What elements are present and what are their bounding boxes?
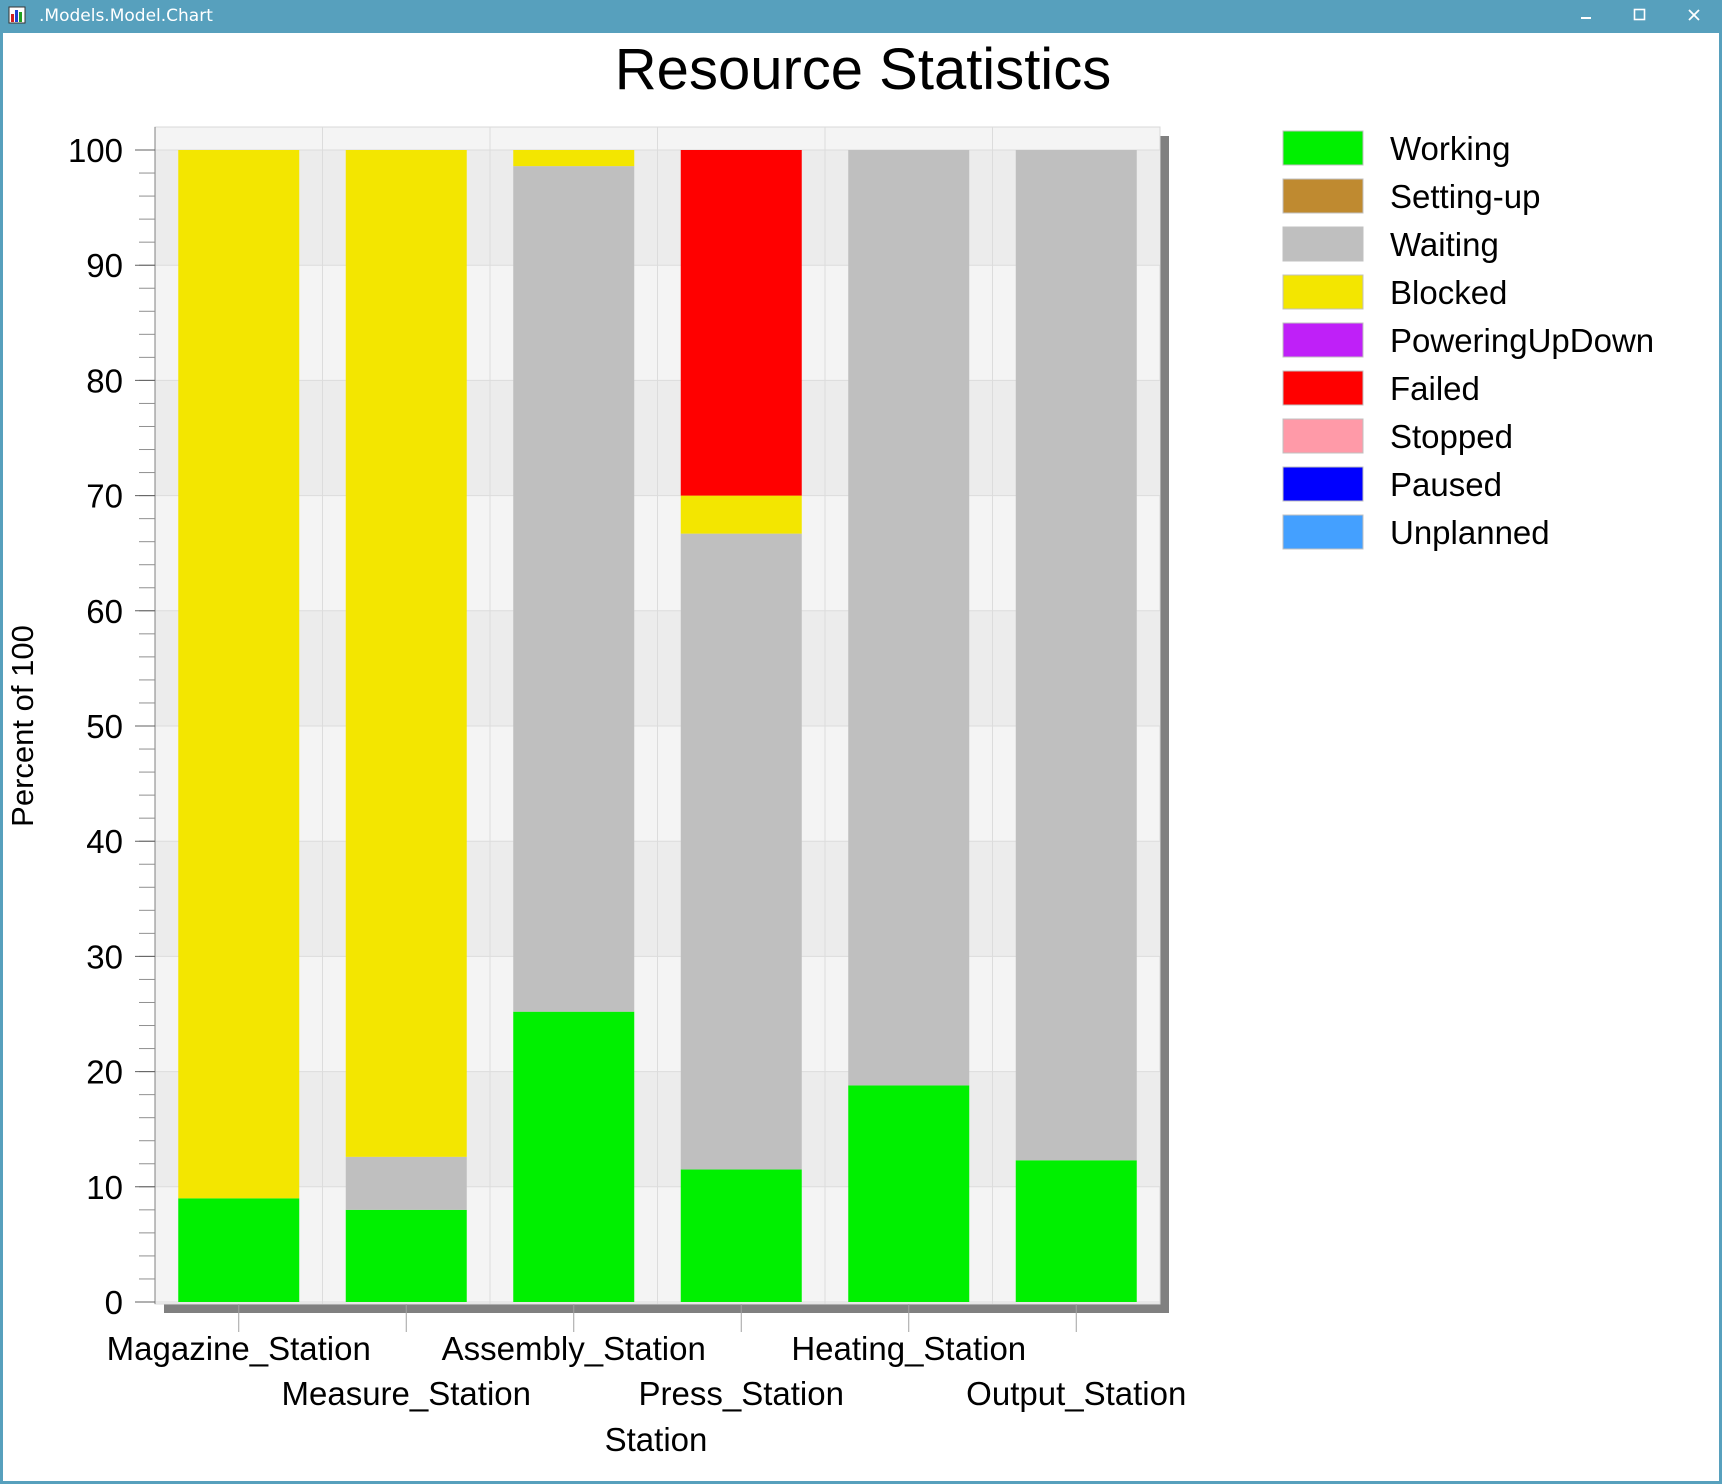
- legend-swatch-poweringupdown: [1282, 322, 1364, 358]
- legend-swatch-paused: [1282, 466, 1364, 502]
- chart-title: Resource Statistics: [615, 37, 1111, 102]
- x-tick-label: Measure_Station: [282, 1375, 531, 1412]
- legend-swatch-failed: [1282, 370, 1364, 406]
- bar-segment-waiting-output_station: [1015, 150, 1137, 1161]
- bar-segment-working-measure_station: [345, 1209, 467, 1302]
- legend-label-setting-up: Setting-up: [1390, 178, 1540, 215]
- bar-segment-waiting-assembly_station: [513, 166, 635, 1012]
- bar-segment-blocked-magazine_station: [178, 150, 300, 1199]
- bar-segment-failed-press_station: [680, 150, 802, 496]
- bar-segment-waiting-measure_station: [345, 1156, 467, 1210]
- legend-label-waiting: Waiting: [1390, 226, 1499, 263]
- legend-swatch-unplanned: [1282, 514, 1364, 550]
- x-tick-label: Assembly_Station: [442, 1330, 706, 1367]
- bar-segment-blocked-measure_station: [345, 150, 467, 1157]
- x-tick-label: Press_Station: [639, 1375, 844, 1412]
- y-tick-label: 90: [86, 247, 123, 284]
- y-axis-label: Percent of 100: [5, 625, 40, 827]
- y-tick-label: 60: [86, 593, 123, 630]
- bar-segment-working-press_station: [680, 1169, 802, 1302]
- y-tick-label: 80: [86, 362, 123, 399]
- minimize-icon: [1581, 17, 1591, 19]
- title-bar[interactable]: .Models.Model.Chart: [3, 0, 1722, 33]
- chart-app-icon: [8, 6, 26, 24]
- legend-label-unplanned: Unplanned: [1390, 514, 1550, 551]
- legend-swatch-stopped: [1282, 418, 1364, 454]
- maximize-button[interactable]: [1613, 0, 1667, 33]
- y-tick-label: 0: [105, 1284, 123, 1321]
- y-tick-label: 10: [86, 1169, 123, 1206]
- bar-segment-working-assembly_station: [513, 1011, 635, 1302]
- x-tick-label: Output_Station: [966, 1375, 1186, 1412]
- bar-segment-working-output_station: [1015, 1160, 1137, 1302]
- bar-segment-working-heating_station: [848, 1085, 970, 1302]
- bar-segment-working-magazine_station: [178, 1198, 300, 1302]
- y-tick-label: 30: [86, 938, 123, 975]
- legend-label-poweringupdown: PoweringUpDown: [1390, 322, 1654, 359]
- close-button[interactable]: [1667, 0, 1721, 33]
- legend-label-failed: Failed: [1390, 370, 1480, 407]
- bar-segment-waiting-press_station: [680, 533, 802, 1170]
- x-tick-label: Magazine_Station: [107, 1330, 371, 1367]
- minimize-button[interactable]: [1559, 0, 1613, 33]
- legend-swatch-blocked: [1282, 274, 1364, 310]
- resource-statistics-chart: Resource Statistics 0 10 20 30 40 50 60 70 80 90 10…: [5, 37, 1654, 1458]
- y-tick-label: 50: [86, 708, 123, 745]
- window-title: .Models.Model.Chart: [39, 6, 213, 26]
- legend-label-stopped: Stopped: [1390, 418, 1513, 455]
- maximize-icon: [1633, 8, 1646, 21]
- bar-segment-blocked-press_station: [680, 495, 802, 534]
- y-tick-label: 70: [86, 478, 123, 515]
- legend-label-paused: Paused: [1390, 466, 1502, 503]
- bar-segment-waiting-heating_station: [848, 150, 970, 1086]
- y-tick-label: 100: [68, 132, 123, 169]
- y-tick-label: 40: [86, 823, 123, 860]
- legend-swatch-waiting: [1282, 226, 1364, 262]
- close-icon: [1688, 9, 1700, 21]
- y-tick-label: 20: [86, 1054, 123, 1091]
- legend-label-blocked: Blocked: [1390, 274, 1507, 311]
- legend-swatch-working: [1282, 130, 1364, 166]
- x-tick-label: Heating_Station: [791, 1330, 1026, 1367]
- legend-swatch-setting-up: [1282, 178, 1364, 214]
- bar-segment-blocked-assembly_station: [513, 150, 635, 167]
- x-axis-label: Station: [605, 1421, 708, 1458]
- legend-label-working: Working: [1390, 130, 1510, 167]
